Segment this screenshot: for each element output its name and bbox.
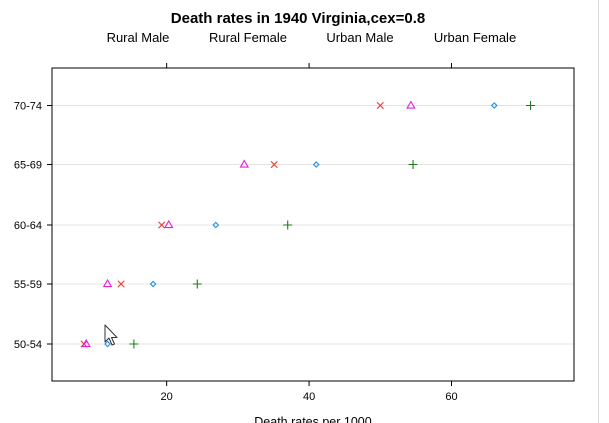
y-tick-label: 55-59 bbox=[14, 279, 42, 291]
y-axis: 50-54 55-59 60-64 65-69 70-74 bbox=[14, 101, 52, 351]
page-border bbox=[598, 0, 599, 423]
data-point bbox=[192, 279, 202, 289]
data-points bbox=[80, 100, 536, 349]
legend-entry: Rural Male bbox=[107, 30, 170, 45]
data-point bbox=[376, 101, 384, 110]
legend-entry: Urban Male bbox=[326, 30, 393, 45]
y-tick-label: 60-64 bbox=[14, 220, 42, 232]
x-tick-label: 20 bbox=[161, 391, 173, 403]
mouse-cursor-icon bbox=[104, 324, 118, 346]
data-point bbox=[490, 102, 498, 109]
chart-title: Death rates in 1940 Virginia,cex=0.8 bbox=[171, 10, 425, 27]
data-point bbox=[81, 338, 91, 348]
data-point bbox=[129, 339, 139, 349]
data-point bbox=[102, 278, 113, 288]
x-axis: 20 40 60 bbox=[161, 381, 458, 403]
data-point bbox=[239, 159, 250, 168]
x-tick-label: 60 bbox=[445, 391, 457, 403]
data-point bbox=[158, 221, 166, 229]
data-point bbox=[526, 101, 536, 110]
data-point bbox=[149, 280, 157, 288]
data-point bbox=[406, 100, 416, 109]
y-tick-label: 65-69 bbox=[14, 160, 42, 172]
data-point bbox=[117, 280, 125, 288]
y-tick-label: 70-74 bbox=[14, 101, 42, 113]
legend-entry: Urban Female bbox=[434, 30, 516, 45]
x-axis-label: Death rates per 1000 bbox=[254, 415, 371, 423]
data-point bbox=[270, 160, 278, 169]
y-tick-label: 50-54 bbox=[14, 339, 42, 351]
legend: Rural Male Rural Female Urban Male Urban Fe… bbox=[107, 30, 517, 45]
data-point bbox=[408, 160, 418, 169]
top-axis-ticks bbox=[166, 63, 453, 68]
data-point bbox=[283, 220, 293, 230]
x-tick-label: 40 bbox=[303, 391, 315, 403]
gridlines bbox=[52, 105, 574, 345]
data-point bbox=[212, 221, 220, 229]
data-point bbox=[164, 219, 174, 229]
data-point bbox=[312, 161, 320, 168]
data-point bbox=[104, 340, 111, 348]
legend-entry: Rural Female bbox=[209, 30, 287, 45]
